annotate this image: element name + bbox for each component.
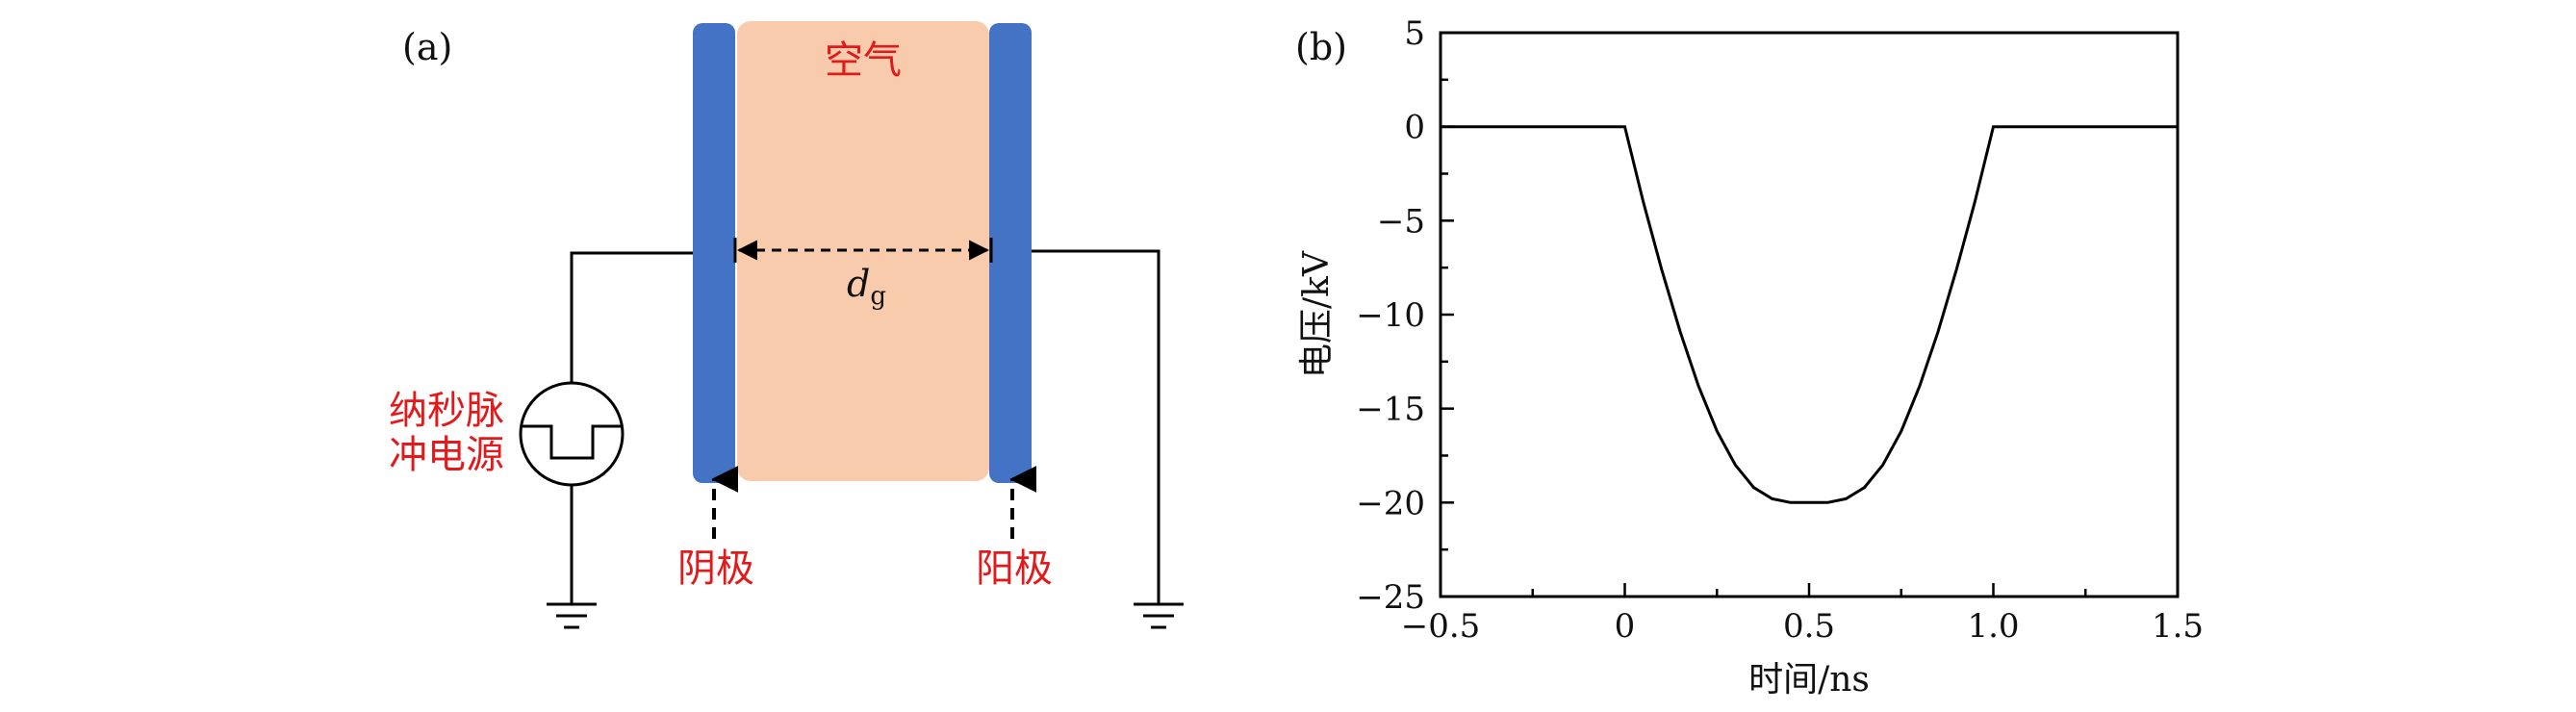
y-tick-label: 0 xyxy=(1404,109,1425,147)
x-tick-label: 1.5 xyxy=(2152,607,2204,646)
x-tick-label: −0.5 xyxy=(1401,607,1481,646)
panel-b: (b) −0.5 0 0.5 1.0 1.5 5 0 −5 −10 −15 −20 −25 时间/n… xyxy=(1295,14,2204,699)
x-tick-label: 0.5 xyxy=(1783,607,1835,646)
pulse-waveform-icon xyxy=(523,424,621,460)
source-label-line2: 冲电源 xyxy=(389,433,504,477)
source-label-line1: 纳秒脉 xyxy=(389,389,504,433)
anode-electrode xyxy=(989,23,1032,483)
anode-wire xyxy=(1032,249,1160,604)
x-tick-labels: −0.5 0 0.5 1.0 1.5 xyxy=(1401,607,2204,646)
axis-ticks xyxy=(1439,31,2180,598)
x-tick-label: 1.0 xyxy=(1967,607,2019,646)
y-tick-label: −25 xyxy=(1356,578,1425,617)
y-tick-label: 5 xyxy=(1404,14,1425,53)
y-tick-label: −5 xyxy=(1377,202,1425,241)
x-axis-title: 时间/ns xyxy=(1748,660,1870,699)
plot-frame xyxy=(1439,31,2180,598)
y-tick-label: −10 xyxy=(1356,296,1425,335)
y-axis-title: 电压/kV xyxy=(1297,250,1337,378)
distance-label: dg xyxy=(847,263,886,311)
anode-label: 阳极 xyxy=(976,547,1053,591)
cathode-wire-top xyxy=(570,251,693,383)
x-tick-label: 0 xyxy=(1615,607,1636,646)
panel-a: (a) 空气 dg 纳秒脉 冲电源 xyxy=(389,21,1184,629)
panel-a-label: (a) xyxy=(402,26,452,68)
y-tick-label: −20 xyxy=(1356,484,1425,522)
ground-right-icon xyxy=(1134,602,1184,629)
circuit-wires xyxy=(570,249,1160,604)
air-gap-label: 空气 xyxy=(825,38,902,83)
source-circle xyxy=(519,381,625,487)
y-tick-label: −15 xyxy=(1356,391,1425,429)
ground-left-icon xyxy=(547,602,597,629)
cathode-electrode xyxy=(693,23,735,483)
series-line xyxy=(1441,125,2178,504)
cathode-label: 阴极 xyxy=(677,547,754,591)
pulse-source xyxy=(519,381,625,487)
y-tick-labels: 5 0 −5 −10 −15 −20 −25 xyxy=(1356,14,1425,617)
panel-b-label: (b) xyxy=(1295,26,1347,68)
gap-distance-indicator: dg xyxy=(733,238,993,311)
